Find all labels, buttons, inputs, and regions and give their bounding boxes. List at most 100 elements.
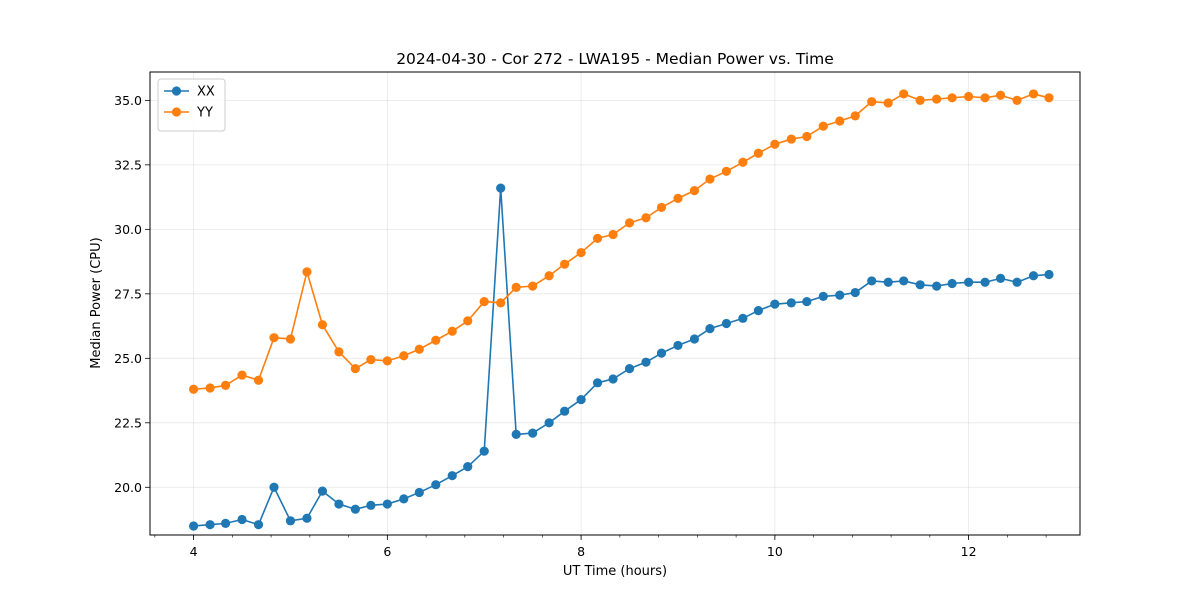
data-point-yy	[1028, 89, 1039, 99]
data-point-xx	[932, 281, 942, 291]
data-point-yy	[302, 267, 312, 277]
data-point-yy	[479, 296, 489, 307]
data-point-xx	[414, 487, 424, 498]
y-tick-label: 25.0	[114, 351, 142, 366]
data-point-xx	[302, 513, 312, 523]
axes: 4 6 8 10 12 20.0 22.5 25.0 27.5 30.0 32.5 35.0	[114, 93, 1047, 559]
data-point-xx	[867, 276, 877, 286]
data-point-yy	[447, 326, 457, 336]
data-point-yy	[1012, 95, 1022, 105]
y-axis-label: Median Power (CPU)	[89, 237, 104, 368]
data-point-xx	[818, 291, 828, 302]
data-point-xx	[205, 520, 215, 530]
data-point-xx	[802, 296, 812, 307]
chart-title: 2024-04-30 - Cor 272 - LWA195 - Median P…	[396, 50, 834, 68]
legend-label-yy: YY	[196, 106, 213, 121]
data-point-yy	[431, 335, 441, 345]
data-point-xx	[479, 446, 489, 456]
data-point-xx	[463, 462, 473, 472]
data-point-yy	[237, 370, 247, 380]
x-tick-label: 6	[383, 544, 391, 559]
data-point-yy	[932, 94, 942, 104]
data-point-xx	[528, 428, 538, 438]
legend-marker-yy	[171, 107, 182, 117]
data-point-yy	[382, 356, 392, 366]
data-point-xx	[317, 486, 328, 496]
data-point-xx	[350, 504, 360, 514]
data-point-yy	[915, 95, 925, 105]
data-point-xx	[705, 324, 715, 334]
data-point-xx	[835, 290, 845, 300]
data-point-yy	[689, 186, 700, 196]
data-point-xx	[1044, 269, 1054, 280]
data-point-yy	[963, 91, 974, 102]
data-point-yy	[334, 347, 344, 357]
data-point-yy	[673, 193, 683, 203]
data-point-yy	[899, 89, 909, 99]
data-point-yy	[560, 259, 570, 269]
legend-marker-xx	[171, 86, 182, 96]
data-point-xx	[850, 287, 860, 298]
y-tick-label: 32.5	[114, 157, 142, 172]
legend-box	[157, 78, 226, 132]
data-point-yy	[883, 98, 893, 108]
data-point-xx	[285, 516, 296, 526]
data-point-xx	[947, 278, 957, 289]
data-point-yy	[366, 355, 376, 365]
data-point-xx	[995, 273, 1006, 283]
data-point-xx	[431, 480, 441, 490]
data-point-yy	[544, 271, 554, 281]
data-point-xx	[447, 471, 457, 481]
y-tick-label: 30.0	[114, 222, 142, 237]
data-point-yy	[786, 134, 796, 144]
data-point-yy	[850, 111, 860, 121]
data-point-xx	[253, 520, 264, 530]
data-point-yy	[721, 166, 732, 176]
data-point-yy	[350, 364, 360, 374]
data-point-xx	[496, 183, 506, 193]
data-point-yy	[753, 148, 763, 158]
data-point-yy	[947, 93, 957, 103]
data-point-yy	[285, 334, 296, 344]
data-point-xx	[560, 406, 570, 416]
data-point-yy	[576, 247, 586, 258]
data-point-xx	[673, 340, 683, 351]
data-point-xx	[980, 277, 990, 287]
data-point-yy	[738, 157, 748, 167]
data-point-xx	[608, 374, 618, 384]
data-point-yy	[528, 281, 538, 291]
data-point-yy	[463, 316, 473, 326]
data-point-yy	[220, 380, 231, 390]
data-point-yy	[399, 351, 409, 361]
data-point-xx	[511, 429, 521, 440]
data-point-yy	[269, 333, 279, 343]
data-point-xx	[883, 277, 893, 287]
data-point-yy	[205, 383, 215, 393]
data-point-xx	[738, 313, 748, 323]
data-point-xx	[963, 277, 974, 287]
data-point-xx	[753, 305, 763, 316]
x-tick-label: 12	[961, 544, 977, 559]
data-point-yy	[656, 202, 667, 213]
data-point-xx	[366, 500, 376, 510]
data-point-xx	[721, 318, 732, 329]
data-point-yy	[995, 90, 1006, 100]
data-point-yy	[188, 384, 199, 394]
legend-label-xx: XX	[197, 85, 215, 100]
data-point-xx	[576, 394, 586, 405]
data-point-yy	[802, 131, 812, 142]
data-point-xx	[624, 364, 635, 374]
x-tick-label: 4	[190, 544, 198, 559]
data-point-yy	[770, 139, 780, 149]
data-point-xx	[592, 378, 603, 388]
data-point-yy	[818, 121, 828, 131]
data-point-yy	[980, 93, 990, 103]
data-point-yy	[253, 375, 264, 385]
data-point-xx	[786, 298, 796, 308]
data-point-yy	[608, 229, 618, 240]
data-point-xx	[334, 499, 344, 509]
data-point-xx	[220, 518, 231, 528]
data-point-xx	[382, 499, 392, 509]
data-point-yy	[624, 218, 635, 228]
